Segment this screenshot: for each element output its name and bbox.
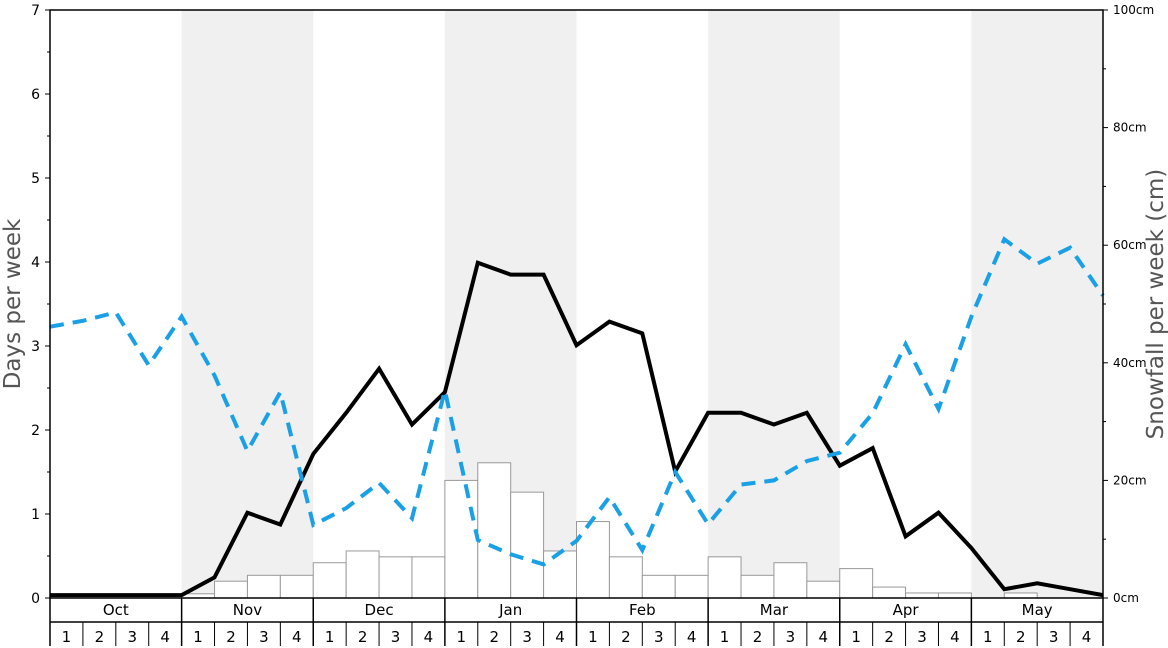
bar [839,568,874,599]
week-label: 1 [720,628,730,646]
left-tick-label: 2 [31,423,40,439]
bar [345,550,380,599]
week-label: 4 [819,628,829,646]
days-dashed-line [49,236,1105,567]
month-label-nov: Nov [233,601,262,619]
week-label: 2 [95,628,105,646]
left-tick-label: 4 [31,255,40,271]
bar [773,562,808,599]
bar [674,574,709,599]
bar [937,592,972,599]
bar [641,574,676,599]
week-label: 2 [226,628,236,646]
week-label: 3 [391,628,401,646]
month-label-oct: Oct [103,601,129,619]
right-axis-title: Snowfall per week (cm) [1143,169,1168,440]
bar [1003,592,1038,599]
left-axis-title: Days per week [0,218,26,389]
days-per-week-bars [181,462,1038,599]
month-shade-nov [181,10,314,598]
bar [279,574,314,599]
bar [608,556,643,599]
week-label: 1 [62,628,72,646]
right-tick-label: 80cm [1113,121,1147,135]
week-label: 4 [292,628,302,646]
week-label: 1 [983,628,993,646]
week-label: 3 [786,628,796,646]
left-tick-label: 7 [31,3,40,19]
bar [444,479,479,599]
bar [477,462,512,599]
left-tick-label: 1 [31,507,40,523]
bar [543,550,577,599]
week-label: 4 [950,628,960,646]
month-axis: Oct 1 2 3 4 Nov 1 2 3 4 Dec 1 2 3 4 Jan 1 2 3 4 Feb 1 2 3 4 Mar 1 2… [49,598,1104,646]
month-label-jan: Jan [498,601,522,619]
month-label-feb: Feb [629,601,656,619]
bar [806,580,841,599]
bar [905,592,939,599]
week-label: 3 [654,628,664,646]
week-label: 2 [489,628,499,646]
right-tick-label: 100cm [1113,3,1154,17]
left-tick-label: 3 [31,339,40,355]
week-label: 4 [687,628,697,646]
month-label-may: May [1022,601,1053,619]
month-label-dec: Dec [365,601,394,619]
bar [378,556,413,599]
week-label: 2 [753,628,763,646]
week-label: 2 [1016,628,1026,646]
week-label: 1 [457,628,467,646]
week-label: 2 [884,628,894,646]
week-label: 3 [259,628,269,646]
right-tick-label: 40cm [1113,356,1147,370]
bar [707,556,742,599]
left-axis: 0 1 2 3 4 5 6 7 [31,3,50,607]
week-label: 1 [193,628,203,646]
week-label: 2 [358,628,368,646]
week-label: 3 [1049,628,1059,646]
month-shade-mar [708,10,840,598]
month-label-mar: Mar [760,601,789,619]
bar [576,521,610,599]
bar [510,491,545,599]
week-label: 3 [917,628,927,646]
week-label: 3 [522,628,532,646]
left-tick-label: 5 [31,171,40,187]
month-label-apr: Apr [893,601,920,619]
week-label: 4 [555,628,565,646]
bar [740,574,775,599]
week-label: 1 [851,628,861,646]
bar [246,574,281,599]
bar [214,580,248,599]
week-label: 1 [588,628,598,646]
left-tick-label: 6 [31,87,40,103]
bar [872,586,907,599]
right-tick-label: 0cm [1113,591,1139,605]
week-label: 4 [424,628,434,646]
week-label: 1 [325,628,335,646]
month-shading [181,10,1103,598]
left-tick-label: 0 [31,591,40,607]
bar [411,556,446,599]
week-label: 4 [1082,628,1092,646]
week-label: 3 [127,628,137,646]
right-tick-label: 20cm [1113,473,1147,487]
month-shade-may [971,10,1103,598]
snowfall-line [50,260,1104,598]
week-label: 2 [621,628,631,646]
week-label: 4 [160,628,170,646]
right-axis: 0cm 20cm 40cm 60cm 80cm 100cm [1103,3,1154,605]
bar [312,562,347,599]
right-tick-label: 60cm [1113,238,1147,252]
